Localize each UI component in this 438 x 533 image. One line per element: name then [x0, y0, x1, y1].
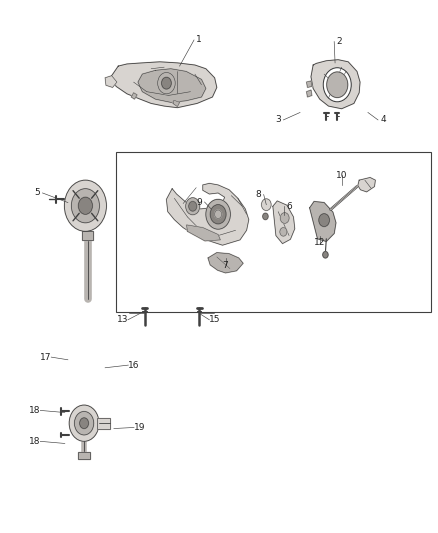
Polygon shape — [358, 177, 375, 192]
Text: 15: 15 — [209, 316, 220, 324]
Text: 19: 19 — [134, 423, 145, 432]
Bar — [78, 452, 90, 459]
Circle shape — [261, 199, 271, 211]
Circle shape — [263, 213, 268, 220]
Text: 18: 18 — [29, 437, 41, 446]
Circle shape — [78, 197, 92, 214]
Circle shape — [186, 198, 200, 215]
Circle shape — [327, 72, 348, 98]
Bar — [82, 231, 93, 240]
Bar — [78, 452, 90, 459]
Text: 4: 4 — [381, 116, 386, 124]
Circle shape — [162, 77, 171, 89]
Bar — [82, 231, 93, 240]
Polygon shape — [173, 100, 180, 107]
Circle shape — [158, 72, 175, 94]
Circle shape — [64, 180, 106, 231]
Text: 2: 2 — [337, 37, 342, 46]
Circle shape — [80, 418, 88, 429]
Circle shape — [215, 210, 222, 219]
Circle shape — [189, 201, 197, 211]
Polygon shape — [138, 69, 206, 102]
Text: 7: 7 — [223, 261, 229, 270]
Polygon shape — [166, 183, 249, 245]
Circle shape — [280, 228, 287, 236]
Polygon shape — [311, 60, 360, 109]
Circle shape — [323, 68, 351, 102]
Text: 18: 18 — [29, 406, 41, 415]
Text: 17: 17 — [40, 353, 52, 361]
Bar — [116, 152, 431, 312]
Text: 12: 12 — [314, 238, 325, 247]
Polygon shape — [310, 201, 336, 241]
Circle shape — [71, 189, 99, 223]
Circle shape — [74, 411, 94, 435]
Polygon shape — [112, 62, 217, 108]
Circle shape — [210, 205, 226, 224]
Circle shape — [319, 214, 329, 227]
Text: 1: 1 — [196, 36, 202, 44]
Text: 10: 10 — [336, 171, 347, 180]
Polygon shape — [307, 81, 312, 87]
Polygon shape — [273, 201, 295, 244]
Polygon shape — [131, 93, 137, 99]
Text: 13: 13 — [117, 316, 128, 324]
Text: 6: 6 — [286, 202, 292, 211]
Text: 9: 9 — [196, 198, 202, 206]
Polygon shape — [187, 225, 220, 241]
Circle shape — [323, 252, 328, 258]
Text: 5: 5 — [34, 189, 40, 197]
Bar — [97, 418, 110, 429]
Bar — [97, 418, 110, 429]
Text: 16: 16 — [128, 361, 139, 369]
Polygon shape — [105, 76, 117, 87]
Circle shape — [280, 213, 289, 223]
Polygon shape — [208, 253, 243, 273]
Polygon shape — [307, 90, 312, 97]
Text: 8: 8 — [255, 190, 261, 199]
Circle shape — [206, 199, 230, 229]
Circle shape — [69, 405, 99, 441]
Text: 3: 3 — [275, 116, 281, 124]
